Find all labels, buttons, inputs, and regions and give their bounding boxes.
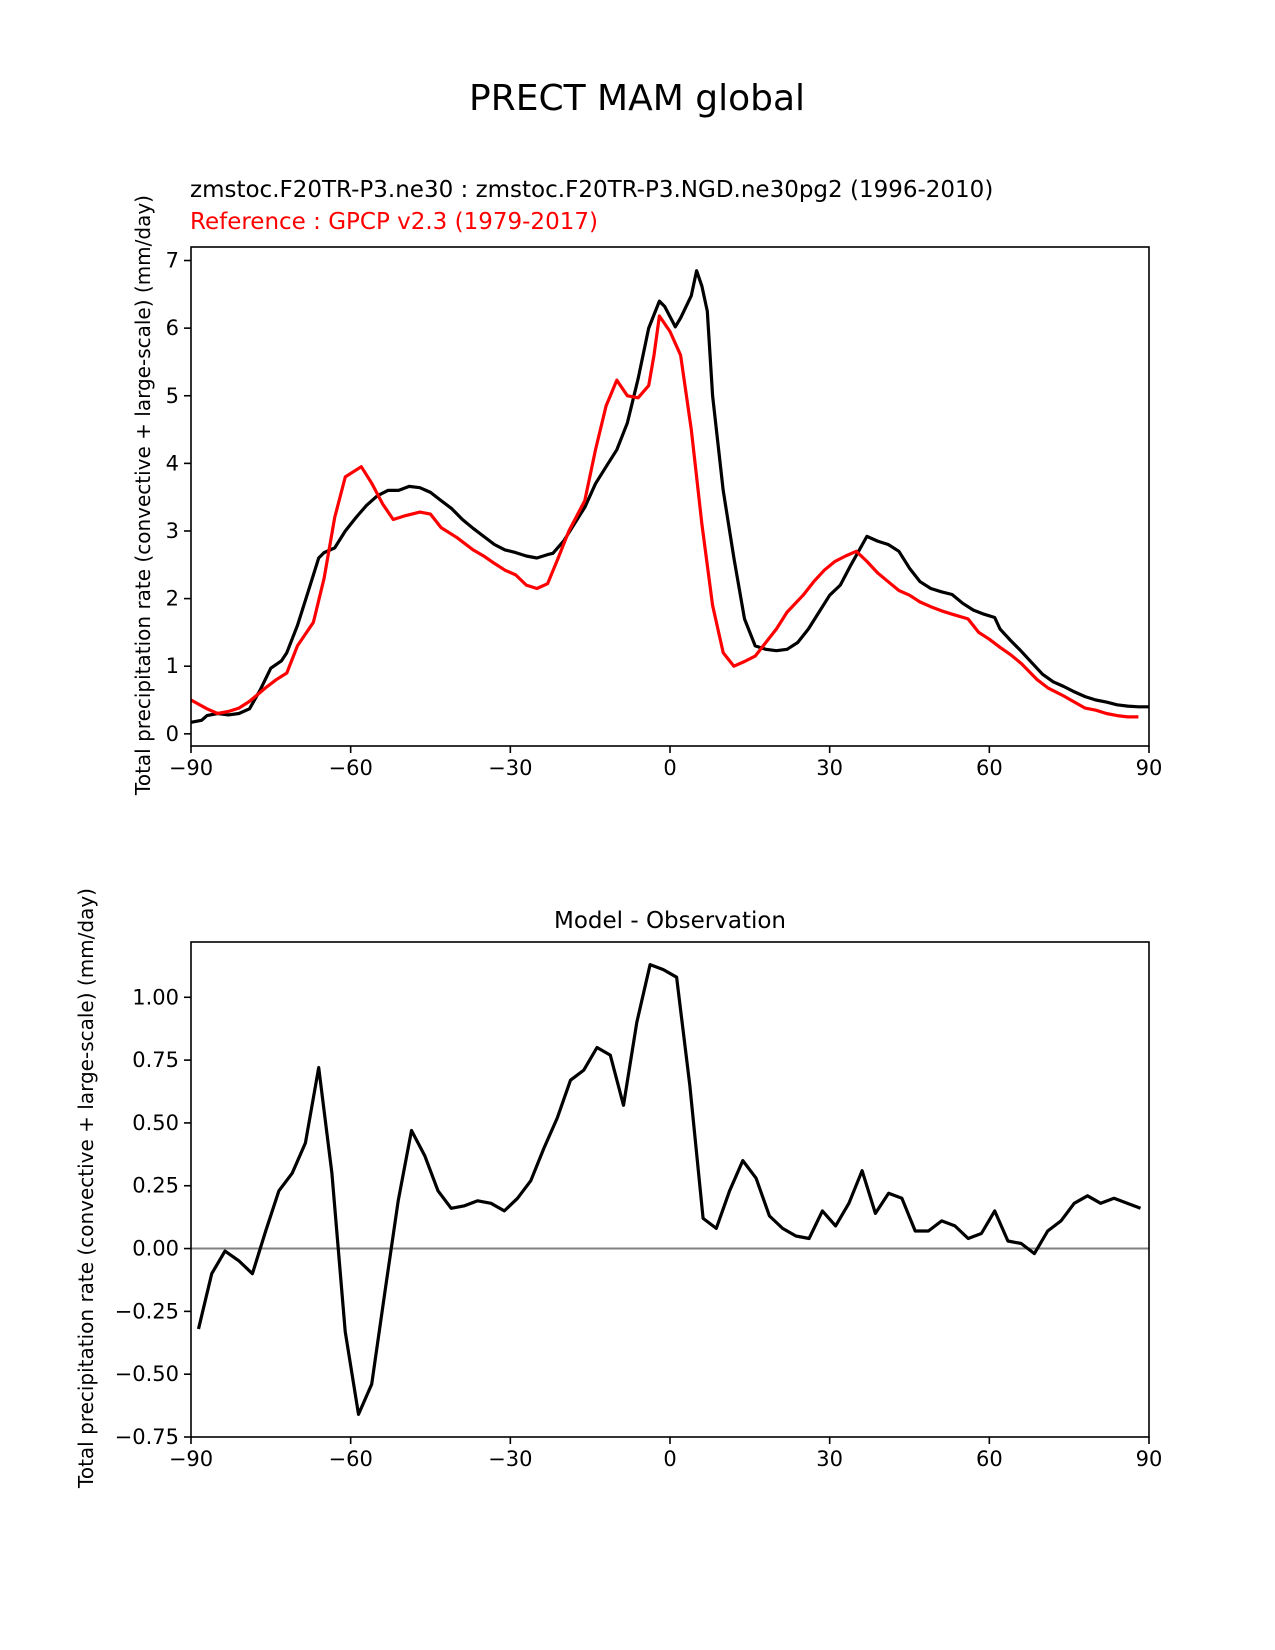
top-y-tick-label: 4 [166,451,179,475]
bottom-x-tick-label: −90 [169,1447,213,1471]
bottom-axes-frame [190,941,1150,1438]
bottom-y-tick-label: 0.75 [132,1048,179,1072]
top-y-tick-label: 3 [166,519,179,543]
top-y-tick-label: 2 [166,587,179,611]
bottom-x-tick-label: −30 [488,1447,532,1471]
top-x-tick-label: 30 [816,756,843,780]
bottom-x-tick-label: 30 [816,1447,843,1471]
top-x-tick-label: 0 [663,756,676,780]
top-ticks: −90 −60 −30 0 30 60 90 0 1 2 3 4 5 6 7 [166,249,1163,780]
bottom-x-tick-label: −60 [329,1447,373,1471]
bottom-x-tick-label: 60 [976,1447,1003,1471]
top-series-lines [190,269,1149,724]
test-case-label: zmstoc.F20TR-P3.ne30 : zmstoc.F20TR-P3.N… [190,177,993,203]
top-y-tick-label: 6 [166,316,179,340]
bottom-y-tick-label: −0.25 [115,1299,179,1323]
top-y-axis-label: Total precipitation rate (convective + l… [131,195,155,796]
top-series-line-1 [190,314,1139,719]
bottom-y-axis-label: Total precipitation rate (convective + l… [74,888,98,1489]
top-x-tick-label: 90 [1136,756,1163,780]
bottom-series-lines [191,962,1149,1417]
top-axes-frame [190,246,1150,747]
bottom-y-tick-label: 0.50 [132,1111,179,1135]
bottom-ticks: −90 −60 −30 0 30 60 90 −0.75 −0.50 −0.25 0.00 0.25 0… [115,985,1163,1471]
top-x-tick-label: −60 [329,756,373,780]
top-y-tick-label: 5 [166,384,179,408]
bottom-x-tick-label: 90 [1136,1447,1163,1471]
top-x-tick-label: −30 [488,756,532,780]
bottom-y-tick-label: −0.75 [115,1425,179,1449]
bottom-y-tick-label: 0.00 [132,1237,179,1261]
top-panel: zmstoc.F20TR-P3.ne30 : zmstoc.F20TR-P3.N… [131,177,1162,796]
bottom-series-line-0 [196,962,1142,1417]
top-y-tick-label: 7 [166,249,179,273]
bottom-panel: Model - Observation Total precipitation … [74,888,1162,1489]
bottom-x-tick-label: 0 [663,1447,676,1471]
difference-title: Model - Observation [554,908,786,934]
bottom-y-tick-label: −0.50 [115,1362,179,1386]
bottom-y-tick-label: 0.25 [132,1174,179,1198]
bottom-y-tick-label: 1.00 [132,985,179,1009]
top-x-tick-label: 60 [976,756,1003,780]
reference-label: Reference : GPCP v2.3 (1979-2017) [190,209,598,235]
top-y-tick-label: 0 [166,722,179,746]
top-x-tick-label: −90 [169,756,213,780]
top-series-line-0 [190,269,1149,724]
top-y-tick-label: 1 [166,654,179,678]
figure-title: PRECT MAM global [469,78,805,119]
